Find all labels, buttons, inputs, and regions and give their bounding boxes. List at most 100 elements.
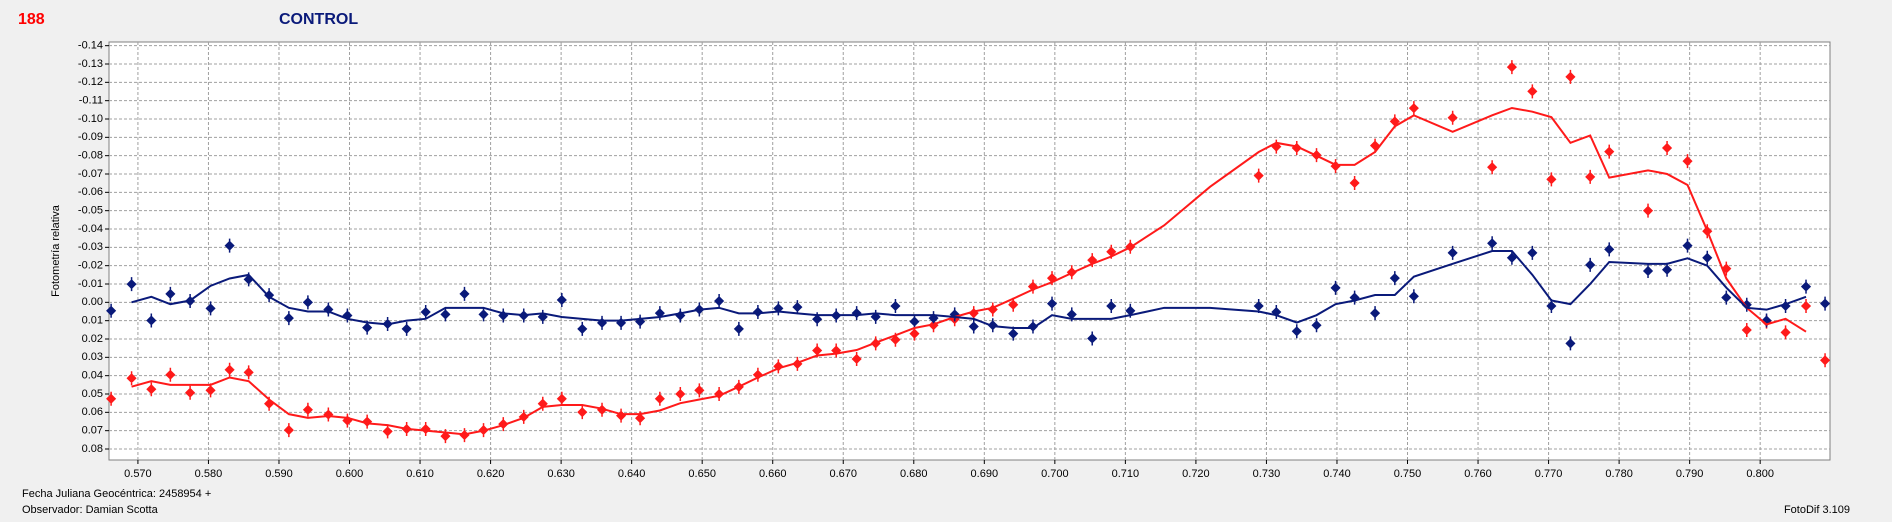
data-point xyxy=(1780,325,1791,340)
y-tick-label: -0.06 xyxy=(78,186,103,198)
data-point xyxy=(1642,203,1654,218)
data-point xyxy=(302,295,313,310)
data-point xyxy=(224,362,235,377)
data-point xyxy=(1253,168,1264,183)
data-point xyxy=(1447,110,1458,125)
data-point xyxy=(909,314,920,329)
data-point xyxy=(106,391,117,406)
y-tick-label: 0.02 xyxy=(82,333,103,345)
data-point xyxy=(1369,306,1381,321)
data-point xyxy=(1819,353,1831,368)
data-point xyxy=(1087,331,1098,346)
data-point xyxy=(1585,257,1596,272)
y-tick-label: 0.04 xyxy=(82,370,103,382)
y-tick-label: -0.13 xyxy=(78,58,103,70)
x-tick-label: 0.650 xyxy=(688,468,716,480)
data-point xyxy=(1565,336,1576,351)
x-tick-label: 0.590 xyxy=(265,468,293,480)
data-point xyxy=(714,294,725,309)
y-tick-label: 0.01 xyxy=(82,315,103,327)
data-point xyxy=(205,301,216,316)
y-tick-label: -0.08 xyxy=(78,150,103,162)
data-point xyxy=(1662,262,1673,277)
data-point xyxy=(792,300,803,315)
y-tick-label: -0.03 xyxy=(78,241,103,253)
y-tick-label: -0.04 xyxy=(78,223,103,235)
data-point xyxy=(1311,318,1322,333)
x-tick-label: 0.710 xyxy=(1112,468,1140,480)
chart-title: CONTROL xyxy=(279,11,358,28)
data-point xyxy=(851,351,862,366)
fit-line xyxy=(131,106,1807,436)
data-point xyxy=(1447,245,1458,260)
y-tick-label: -0.11 xyxy=(79,95,103,107)
x-tick-label: 0.660 xyxy=(759,468,787,480)
data-point xyxy=(146,313,157,328)
x-tick-label: 0.700 xyxy=(1041,468,1069,480)
x-tick-label: 0.760 xyxy=(1464,468,1492,480)
data-point xyxy=(1408,101,1419,116)
x-tick-label: 0.800 xyxy=(1746,468,1774,480)
data-point xyxy=(459,286,470,301)
x-tick-label: 0.750 xyxy=(1394,468,1422,480)
data-point xyxy=(1349,175,1360,190)
data-point xyxy=(968,319,979,334)
data-point xyxy=(1008,297,1019,312)
data-point xyxy=(382,424,393,439)
y-tick-label: 0.07 xyxy=(82,425,103,437)
data-point xyxy=(1604,242,1615,257)
data-point xyxy=(1487,236,1498,251)
data-point xyxy=(302,402,313,417)
data-point xyxy=(283,311,294,326)
data-point xyxy=(890,299,901,313)
data-point xyxy=(1585,169,1596,184)
y-tick-label: -0.14 xyxy=(78,40,103,52)
data-point xyxy=(654,391,665,406)
date-label: Fecha Juliana Geocéntrica: 2458954 + xyxy=(22,488,211,500)
data-point xyxy=(1780,299,1791,313)
data-point xyxy=(733,321,744,336)
data-point xyxy=(126,277,137,292)
x-tick-label: 0.680 xyxy=(900,468,928,480)
data-point xyxy=(577,405,588,420)
y-tick-label: -0.02 xyxy=(78,260,103,272)
data-point xyxy=(577,321,588,336)
data-point xyxy=(537,396,548,411)
data-point xyxy=(1682,154,1693,169)
data-point xyxy=(1642,263,1654,278)
fit-line xyxy=(131,250,1807,329)
x-tick-label: 0.730 xyxy=(1253,468,1281,480)
star-id: 188 xyxy=(18,11,45,28)
data-point xyxy=(1330,280,1341,295)
y-tick-label: 0.08 xyxy=(82,443,103,455)
data-point xyxy=(1046,296,1058,311)
y-tick-label: -0.10 xyxy=(78,113,103,125)
data-point xyxy=(401,321,412,336)
y-tick-label: 0.00 xyxy=(82,296,103,308)
data-point xyxy=(420,422,431,437)
data-point xyxy=(1506,60,1517,75)
data-point xyxy=(1682,238,1693,253)
data-point xyxy=(1106,299,1117,313)
x-tick-label: 0.690 xyxy=(971,468,999,480)
y-tick-label: -0.09 xyxy=(78,131,103,143)
data-point xyxy=(987,302,998,317)
data-point xyxy=(1291,324,1302,339)
data-point xyxy=(478,307,489,322)
x-tick-label: 0.740 xyxy=(1323,468,1351,480)
data-point xyxy=(1506,250,1517,265)
data-point xyxy=(283,423,294,438)
data-point xyxy=(1800,299,1812,313)
y-tick-label: 0.05 xyxy=(82,388,103,400)
y-axis-label: Fotometría relativa xyxy=(50,204,62,297)
y-tick-label: -0.12 xyxy=(78,76,103,88)
x-tick-label: 0.580 xyxy=(195,468,223,480)
data-point xyxy=(556,292,567,307)
data-point xyxy=(224,238,235,253)
data-point xyxy=(1408,289,1419,304)
data-point xyxy=(1741,323,1752,338)
data-point xyxy=(1819,296,1831,311)
data-point xyxy=(1721,290,1732,305)
